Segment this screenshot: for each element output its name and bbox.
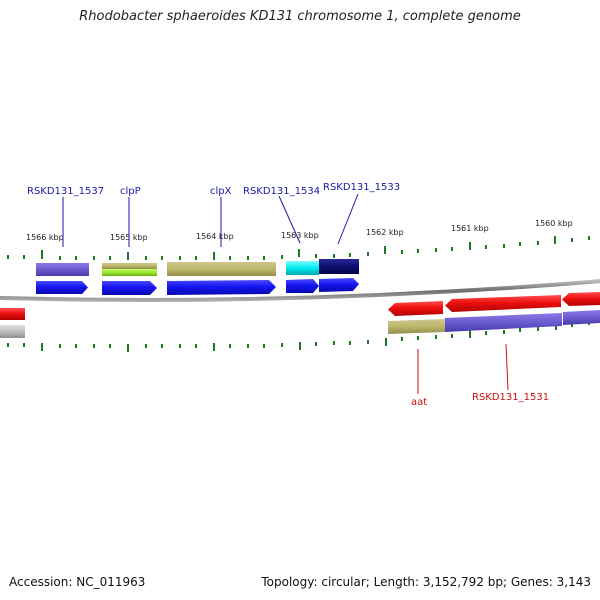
upper-scale-ruler [7, 236, 590, 260]
right-edge-function-bar[interactable] [563, 310, 600, 325]
clpX-cds-arrow[interactable] [167, 280, 276, 295]
reverse-cds-arrows [0, 292, 600, 320]
topology-label: Topology: circular; Length: 3,152,792 bp… [261, 575, 591, 589]
scale-label-1562: 1562 kbp [366, 228, 404, 237]
lower-label-leaders [417, 343, 509, 394]
gene-label-rskd131-1531[interactable]: RSKD131_1531 [472, 392, 549, 403]
gene-label-clpx[interactable]: clpX [210, 186, 232, 197]
gene-1534-cds-arrow[interactable] [286, 279, 319, 293]
clpP-cds-arrow[interactable] [102, 281, 157, 295]
gene-label-rskd131-1537[interactable]: RSKD131_1537 [27, 186, 104, 197]
upper-label-leaders [62, 193, 359, 247]
forward-function-bars [36, 259, 359, 276]
genome-title: Rhodobacter sphaeroides KD131 chromosome… [79, 9, 521, 24]
scale-label-1566: 1566 kbp [26, 233, 64, 242]
aat-cds-arrow[interactable] [388, 301, 443, 316]
gene-label-aat[interactable]: aat [411, 397, 427, 408]
gene-label-clpp[interactable]: clpP [120, 186, 141, 197]
aat-function-bar[interactable] [388, 319, 445, 334]
scale-label-1564: 1564 kbp [196, 232, 234, 241]
clpX-function-bar[interactable] [167, 262, 276, 276]
gene-label-rskd131-1533[interactable]: RSKD131_1533 [323, 182, 400, 193]
clpP-function-bar-top[interactable] [102, 263, 157, 269]
clpP-function-bar-bottom[interactable] [102, 269, 157, 276]
left-edge-function-bar[interactable] [0, 325, 25, 338]
accession-label: Accession: NC_011963 [9, 575, 146, 589]
right-edge-reverse-cds[interactable] [562, 292, 600, 306]
scale-label-1561: 1561 kbp [451, 224, 489, 233]
gene-1533-function-bar[interactable] [319, 259, 359, 274]
gene-1531-cds-arrow[interactable] [445, 295, 561, 312]
forward-cds-arrows [36, 278, 359, 295]
gene-1537-function-bar[interactable] [36, 263, 89, 276]
gene-1531-function-bar[interactable] [445, 313, 562, 332]
gene-1537-cds-arrow[interactable] [36, 281, 88, 294]
left-edge-reverse-cds[interactable] [0, 308, 25, 320]
reverse-function-bars [0, 310, 600, 338]
gene-label-rskd131-1534[interactable]: RSKD131_1534 [243, 186, 320, 197]
scale-label-1560: 1560 kbp [535, 219, 573, 228]
chromosome-backbone [0, 279, 600, 302]
gene-1534-function-bar[interactable] [286, 261, 319, 275]
gene-1533-cds-arrow[interactable] [319, 278, 359, 292]
scale-label-1563: 1563 kbp [281, 231, 319, 240]
